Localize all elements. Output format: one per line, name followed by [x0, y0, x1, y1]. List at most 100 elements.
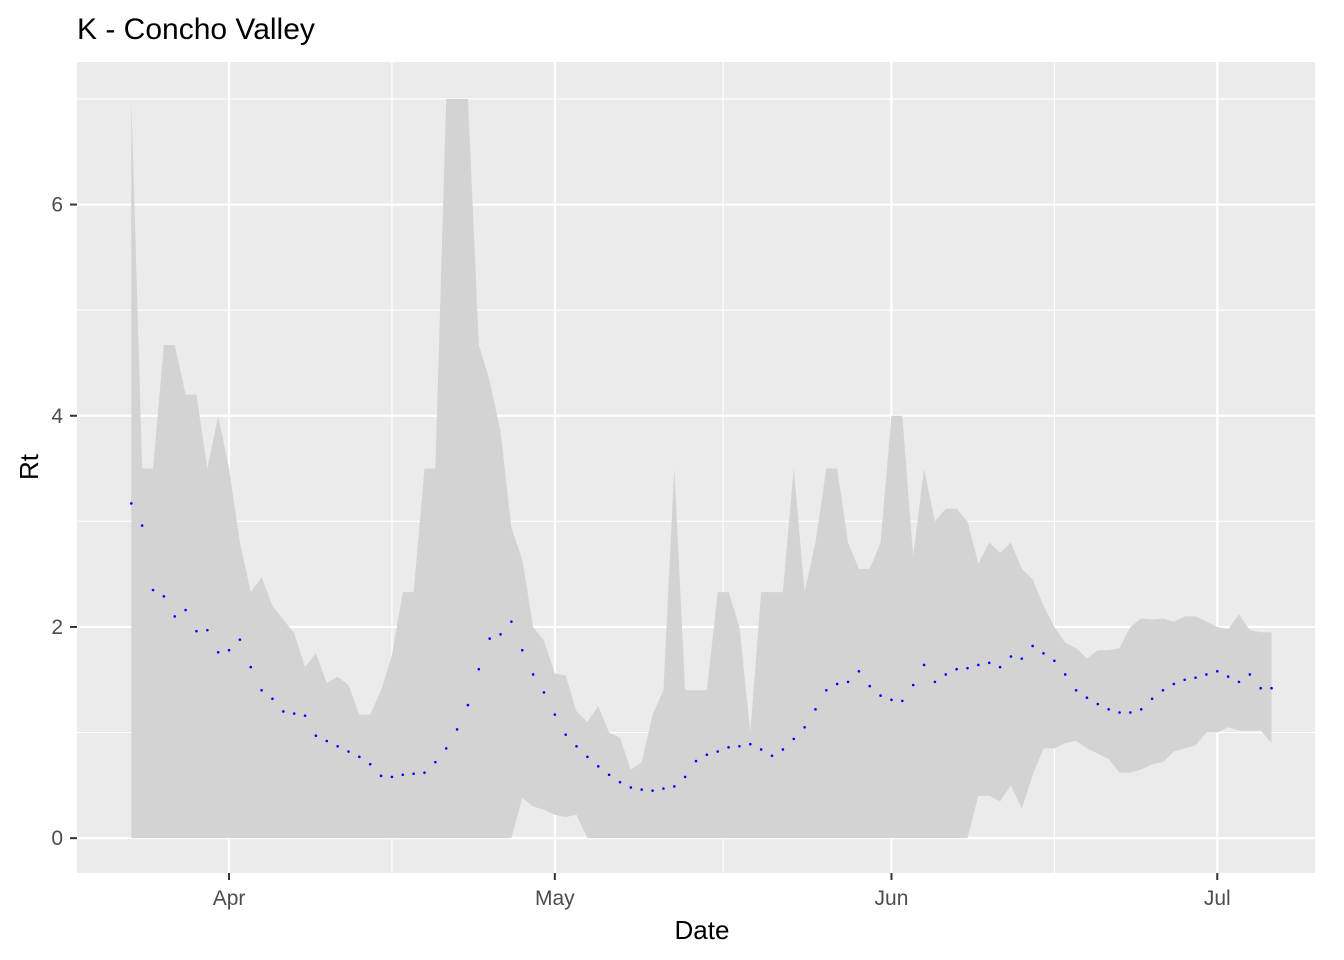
- rt-point: [846, 680, 850, 684]
- rt-point: [683, 775, 687, 779]
- rt-point: [140, 524, 144, 527]
- rt-point: [553, 713, 557, 716]
- rt-point: [1150, 697, 1154, 701]
- rt-point: [379, 774, 383, 778]
- rt-point: [1270, 686, 1273, 690]
- rt-point: [781, 748, 785, 751]
- confidence-ribbon: [131, 98, 1272, 839]
- rt-point: [206, 628, 209, 632]
- rt-point: [672, 785, 676, 788]
- rt-point: [651, 789, 654, 792]
- rt-point: [358, 755, 361, 759]
- chart-title: K - Concho Valley: [77, 13, 315, 46]
- rt-point: [227, 648, 231, 652]
- rt-point: [1259, 686, 1262, 690]
- y-axis-title: Rt: [14, 453, 44, 480]
- rt-point: [749, 742, 752, 746]
- rt-point: [814, 708, 817, 711]
- y-tick-label: 2: [51, 616, 63, 639]
- rt-point: [901, 699, 904, 703]
- x-tick-label: May: [535, 887, 575, 910]
- rt-point: [977, 663, 980, 667]
- rt-point: [738, 744, 741, 748]
- rt-point: [401, 773, 405, 777]
- rt-point: [455, 728, 459, 731]
- rt-point: [1129, 711, 1132, 714]
- rt-point: [162, 595, 166, 598]
- rt-point: [607, 773, 611, 777]
- rt-point: [575, 744, 578, 748]
- rt-point: [1009, 655, 1013, 658]
- rt-point: [510, 620, 513, 623]
- rt-point: [195, 629, 198, 633]
- rt-point: [716, 750, 720, 753]
- x-tick-label: Jul: [1204, 887, 1231, 910]
- rt-point: [922, 663, 926, 667]
- rt-point: [412, 772, 415, 776]
- rt-point: [1020, 657, 1024, 660]
- rt-point: [499, 633, 502, 636]
- rt-point: [1215, 670, 1219, 673]
- rt-point: [1107, 708, 1110, 711]
- rt-point: [466, 703, 470, 707]
- rt-point: [488, 637, 491, 640]
- rt-point: [1096, 702, 1100, 706]
- rt-points: [130, 502, 1273, 792]
- rt-point: [911, 683, 915, 687]
- rt-point: [596, 765, 600, 768]
- rt-point: [727, 746, 730, 749]
- rt-point: [966, 666, 969, 670]
- rt-point: [238, 638, 242, 641]
- rt-point: [792, 737, 796, 741]
- rt-point: [770, 754, 774, 758]
- y-tick-label: 6: [51, 194, 63, 217]
- rt-point: [759, 748, 763, 751]
- rt-point: [705, 753, 709, 757]
- rt-point: [271, 697, 274, 701]
- rt-point: [1194, 676, 1197, 679]
- x-tick-label: Apr: [213, 887, 246, 910]
- rt-point: [282, 710, 285, 713]
- rt-point: [933, 680, 937, 684]
- rt-point: [1237, 680, 1241, 684]
- rt-point: [1063, 673, 1067, 676]
- rt-point: [303, 714, 307, 717]
- rt-point: [477, 667, 481, 671]
- rt-point: [173, 615, 177, 618]
- rt-point: [336, 744, 339, 748]
- rt-point: [249, 665, 253, 669]
- rt-point: [531, 673, 535, 676]
- rt-point: [629, 786, 633, 789]
- rt-point: [662, 787, 665, 790]
- rt-point: [1183, 678, 1186, 682]
- rt-point: [835, 682, 839, 686]
- rt-point: [434, 760, 437, 764]
- rt-point: [955, 667, 958, 671]
- rt-point: [1074, 689, 1078, 692]
- rt-point: [390, 775, 394, 779]
- rt-point: [444, 747, 448, 750]
- rt-point: [890, 698, 893, 702]
- rt-point: [1031, 644, 1034, 648]
- rt-point: [640, 788, 643, 791]
- rt-point: [216, 651, 220, 654]
- rt-point: [314, 734, 318, 738]
- rt-point: [1042, 652, 1045, 655]
- rt-point: [1172, 682, 1176, 686]
- rt-point: [868, 684, 872, 688]
- x-axis: Apr May Jun Jul: [213, 873, 1231, 910]
- rt-point: [542, 691, 546, 694]
- rt-point: [260, 689, 263, 692]
- rt-point: [944, 673, 948, 676]
- rt-point: [292, 712, 296, 715]
- y-axis: 0 2 4 6: [51, 194, 77, 850]
- rt-point: [423, 771, 426, 774]
- rt-point: [586, 755, 589, 759]
- rt-point: [1139, 708, 1143, 711]
- rt-point: [368, 762, 372, 766]
- rt-point: [694, 759, 698, 763]
- rt-point: [325, 739, 329, 743]
- rt-point: [825, 689, 828, 692]
- rt-point: [184, 608, 187, 612]
